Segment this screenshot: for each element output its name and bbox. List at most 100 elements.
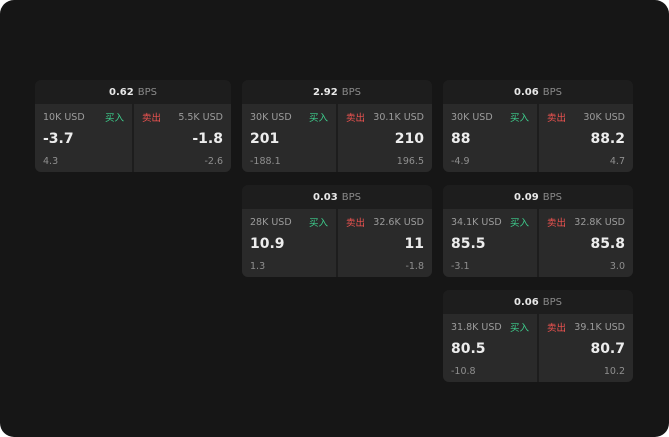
sell-notional: 5.5K USD: [178, 111, 223, 123]
buy-price: 88: [451, 131, 471, 148]
buy-label: 买入: [308, 218, 328, 229]
buy-panel[interactable]: 31.8K USD 买入 80.5 -10.8: [443, 314, 537, 382]
buy-price: 201: [250, 131, 280, 148]
sell-panel-header: 卖出 39.1K USD: [547, 320, 625, 335]
spread-header: 0.03 BPS: [242, 185, 432, 209]
sell-notional: 39.1K USD: [574, 321, 625, 333]
sell-price: 85.8: [590, 236, 625, 253]
buy-delta: -3.1: [451, 260, 470, 272]
sell-panel-header: 卖出 30.1K USD: [346, 110, 424, 125]
spread-value: 0.06: [514, 296, 539, 308]
buy-delta: -188.1: [250, 155, 281, 167]
buy-panel[interactable]: 10K USD 买入 -3.7 4.3: [35, 104, 132, 172]
spread-header: 0.06 BPS: [443, 80, 633, 104]
sell-delta: 10.2: [603, 365, 625, 377]
sell-label: 卖出: [142, 113, 162, 124]
buy-panel[interactable]: 34.1K USD 买入 85.5 -3.1: [443, 209, 537, 277]
spread-header: 0.06 BPS: [443, 290, 633, 314]
buy-notional: 30K USD: [451, 111, 493, 123]
quote-panels: 30K USD 买入 201 -188.1 卖出 30.1K USD 210 1…: [242, 104, 432, 172]
sell-panel[interactable]: 卖出 32.8K USD 85.8 3.0: [539, 209, 633, 277]
buy-price: 80.5: [451, 341, 486, 358]
sell-panel-header: 卖出 5.5K USD: [142, 110, 223, 125]
buy-panel-header: 10K USD 买入: [43, 110, 124, 125]
quote-card: 0.09 BPS 34.1K USD 买入 85.5 -3.1 卖出 32.8K…: [443, 185, 633, 277]
sell-label: 卖出: [547, 218, 567, 229]
spread-value: 0.62: [109, 86, 134, 98]
buy-notional: 10K USD: [43, 111, 85, 123]
sell-notional: 30K USD: [583, 111, 625, 123]
sell-notional: 32.8K USD: [574, 216, 625, 228]
buy-label: 买入: [308, 113, 328, 124]
sell-label: 卖出: [346, 113, 366, 124]
quote-card: 0.03 BPS 28K USD 买入 10.9 1.3 卖出 32.6K US…: [242, 185, 432, 277]
spread-value: 0.09: [514, 191, 539, 203]
buy-panel[interactable]: 30K USD 买入 201 -188.1: [242, 104, 336, 172]
buy-panel-header: 30K USD 买入: [250, 110, 328, 125]
buy-panel-header: 34.1K USD 买入: [451, 215, 529, 230]
buy-label: 买入: [509, 218, 529, 229]
sell-delta: -2.6: [204, 155, 223, 167]
spread-unit: BPS: [542, 296, 562, 308]
sell-delta: 3.0: [609, 260, 625, 272]
sell-panel[interactable]: 卖出 39.1K USD 80.7 10.2: [539, 314, 633, 382]
sell-label: 卖出: [346, 218, 366, 229]
spread-header: 0.62 BPS: [35, 80, 231, 104]
quote-card: 2.92 BPS 30K USD 买入 201 -188.1 卖出 30.1K …: [242, 80, 432, 172]
sell-panel[interactable]: 卖出 30.1K USD 210 196.5: [338, 104, 432, 172]
spread-value: 0.06: [514, 86, 539, 98]
sell-label: 卖出: [547, 113, 567, 124]
quote-panels: 30K USD 买入 88 -4.9 卖出 30K USD 88.2 4.7: [443, 104, 633, 172]
quote-card: 0.06 BPS 31.8K USD 买入 80.5 -10.8 卖出 39.1…: [443, 290, 633, 382]
sell-panel[interactable]: 卖出 5.5K USD -1.8 -2.6: [134, 104, 231, 172]
spread-header: 2.92 BPS: [242, 80, 432, 104]
buy-label: 买入: [104, 113, 124, 124]
sell-panel-header: 卖出 32.6K USD: [346, 215, 424, 230]
spread-unit: BPS: [137, 86, 157, 98]
sell-label: 卖出: [547, 323, 567, 334]
quote-panels: 28K USD 买入 10.9 1.3 卖出 32.6K USD 11 -1.8: [242, 209, 432, 277]
sell-delta: 196.5: [396, 155, 424, 167]
buy-panel-header: 31.8K USD 买入: [451, 320, 529, 335]
sell-price: 210: [394, 131, 424, 148]
sell-notional: 32.6K USD: [373, 216, 424, 228]
buy-price: -3.7: [43, 131, 74, 148]
buy-notional: 30K USD: [250, 111, 292, 123]
sell-price: 11: [404, 236, 424, 253]
buy-delta: -4.9: [451, 155, 470, 167]
sell-panel-header: 卖出 32.8K USD: [547, 215, 625, 230]
quote-card: 0.62 BPS 10K USD 买入 -3.7 4.3 卖出 5.5K USD: [35, 80, 231, 172]
buy-delta: -10.8: [451, 365, 476, 377]
quote-grid: 0.62 BPS 10K USD 买入 -3.7 4.3 卖出 5.5K USD: [35, 80, 633, 382]
sell-delta: -1.8: [405, 260, 424, 272]
buy-notional: 28K USD: [250, 216, 292, 228]
spread-value: 2.92: [313, 86, 338, 98]
sell-price: -1.8: [192, 131, 223, 148]
sell-notional: 30.1K USD: [373, 111, 424, 123]
buy-panel[interactable]: 30K USD 买入 88 -4.9: [443, 104, 537, 172]
sell-panel[interactable]: 卖出 32.6K USD 11 -1.8: [338, 209, 432, 277]
spread-header: 0.09 BPS: [443, 185, 633, 209]
buy-panel[interactable]: 28K USD 买入 10.9 1.3: [242, 209, 336, 277]
buy-delta: 1.3: [250, 260, 266, 272]
buy-price: 10.9: [250, 236, 285, 253]
quote-panels: 10K USD 买入 -3.7 4.3 卖出 5.5K USD -1.8 -2.…: [35, 104, 231, 172]
quote-panels: 34.1K USD 买入 85.5 -3.1 卖出 32.8K USD 85.8…: [443, 209, 633, 277]
quote-card: 0.06 BPS 30K USD 买入 88 -4.9 卖出 30K USD: [443, 80, 633, 172]
buy-panel-header: 30K USD 买入: [451, 110, 529, 125]
spread-unit: BPS: [542, 86, 562, 98]
buy-panel-header: 28K USD 买入: [250, 215, 328, 230]
spread-value: 0.03: [313, 191, 338, 203]
spread-unit: BPS: [341, 86, 361, 98]
sell-panel[interactable]: 卖出 30K USD 88.2 4.7: [539, 104, 633, 172]
quote-panels: 31.8K USD 买入 80.5 -10.8 卖出 39.1K USD 80.…: [443, 314, 633, 382]
sell-price: 80.7: [590, 341, 625, 358]
buy-notional: 34.1K USD: [451, 216, 502, 228]
buy-notional: 31.8K USD: [451, 321, 502, 333]
sell-panel-header: 卖出 30K USD: [547, 110, 625, 125]
sell-price: 88.2: [590, 131, 625, 148]
buy-price: 85.5: [451, 236, 486, 253]
sell-delta: 4.7: [609, 155, 625, 167]
spread-unit: BPS: [341, 191, 361, 203]
buy-delta: 4.3: [43, 155, 59, 167]
